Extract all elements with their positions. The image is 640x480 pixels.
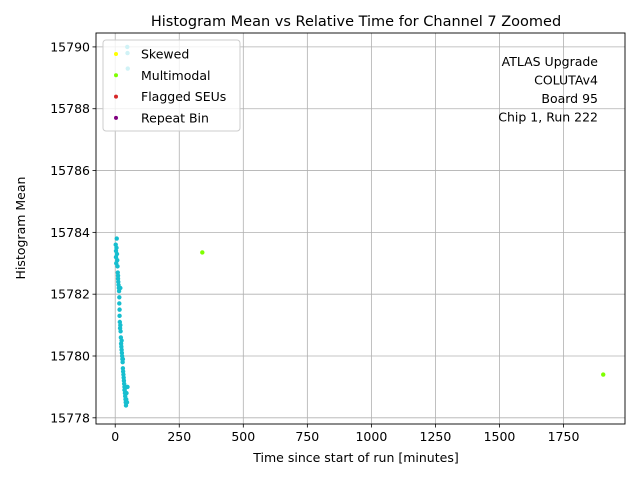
data-point: [115, 273, 121, 278]
y-tick-label: 15778: [50, 410, 90, 425]
data-point: [114, 251, 120, 257]
data-point: [118, 329, 123, 334]
plot-frame: [95, 32, 626, 425]
data-point: [114, 245, 119, 251]
x-tick-label: 1750: [548, 429, 580, 444]
x-tick-label: 1000: [355, 429, 387, 444]
data-point: [122, 387, 127, 393]
data-points: [113, 44, 606, 408]
data-point: [118, 285, 123, 291]
data-point: [117, 301, 122, 306]
legend-label: Skewed: [141, 47, 189, 62]
annotation-line: ATLAS Upgrade: [502, 54, 599, 69]
legend-marker: [114, 52, 118, 56]
y-axis-label: Histogram Mean: [13, 177, 28, 280]
legend-label: Multimodal: [141, 68, 210, 83]
data-point: [118, 322, 123, 328]
x-tick-label: 500: [231, 429, 255, 444]
data-point: [114, 236, 119, 241]
chart-title: Histogram Mean vs Relative Time for Chan…: [151, 14, 561, 30]
data-point: [117, 295, 122, 300]
legend-marker: [114, 94, 118, 99]
legend-marker: [114, 115, 118, 120]
data-point: [124, 390, 129, 396]
data-point: [120, 356, 126, 362]
data-point: [200, 250, 205, 255]
run-annotation: ATLAS Upgrade COLUTAv4 Board 95 Chip 1, Run…: [498, 54, 598, 125]
data-point: [117, 307, 122, 312]
x-tick-label: 750: [295, 429, 319, 444]
data-point: [117, 313, 122, 319]
legend-box: [102, 39, 241, 132]
data-point: [115, 257, 120, 263]
x-tick-label: 1500: [484, 429, 516, 444]
data-point: [124, 400, 130, 405]
annotation-line: Chip 1, Run 222: [498, 110, 598, 125]
y-tick-label: 15780: [50, 349, 90, 364]
y-tick-label: 15788: [50, 101, 90, 116]
legend-label: Flagged SEUs: [141, 89, 226, 104]
data-point: [115, 264, 120, 269]
data-point: [601, 372, 606, 377]
x-axis: 0 250 500 750 1000 1250 1500 1750: [111, 424, 579, 444]
data-point: [124, 384, 129, 390]
grid-lines: [96, 33, 625, 424]
x-tick-label: 0: [111, 429, 119, 444]
y-tick-label: 15784: [50, 225, 90, 240]
legend-label: Repeat Bin: [141, 110, 209, 125]
y-tick-label: 15790: [50, 39, 90, 54]
x-tick-label: 250: [167, 429, 191, 444]
annotation-line: COLUTAv4: [534, 73, 598, 88]
legend-marker: [114, 73, 118, 78]
x-axis-label: Time since start of run [minutes]: [252, 450, 458, 465]
data-point: [119, 338, 124, 343]
y-tick-label: 15786: [50, 163, 90, 178]
y-axis: 15778 15780 15782 15784 15786 15788 15790: [50, 39, 96, 425]
annotation-line: Board 95: [541, 91, 598, 106]
x-tick-label: 1250: [420, 429, 452, 444]
y-tick-label: 15782: [50, 287, 90, 302]
legend: Skewed Multimodal Flagged SEUs Repeat Bin: [102, 39, 241, 132]
